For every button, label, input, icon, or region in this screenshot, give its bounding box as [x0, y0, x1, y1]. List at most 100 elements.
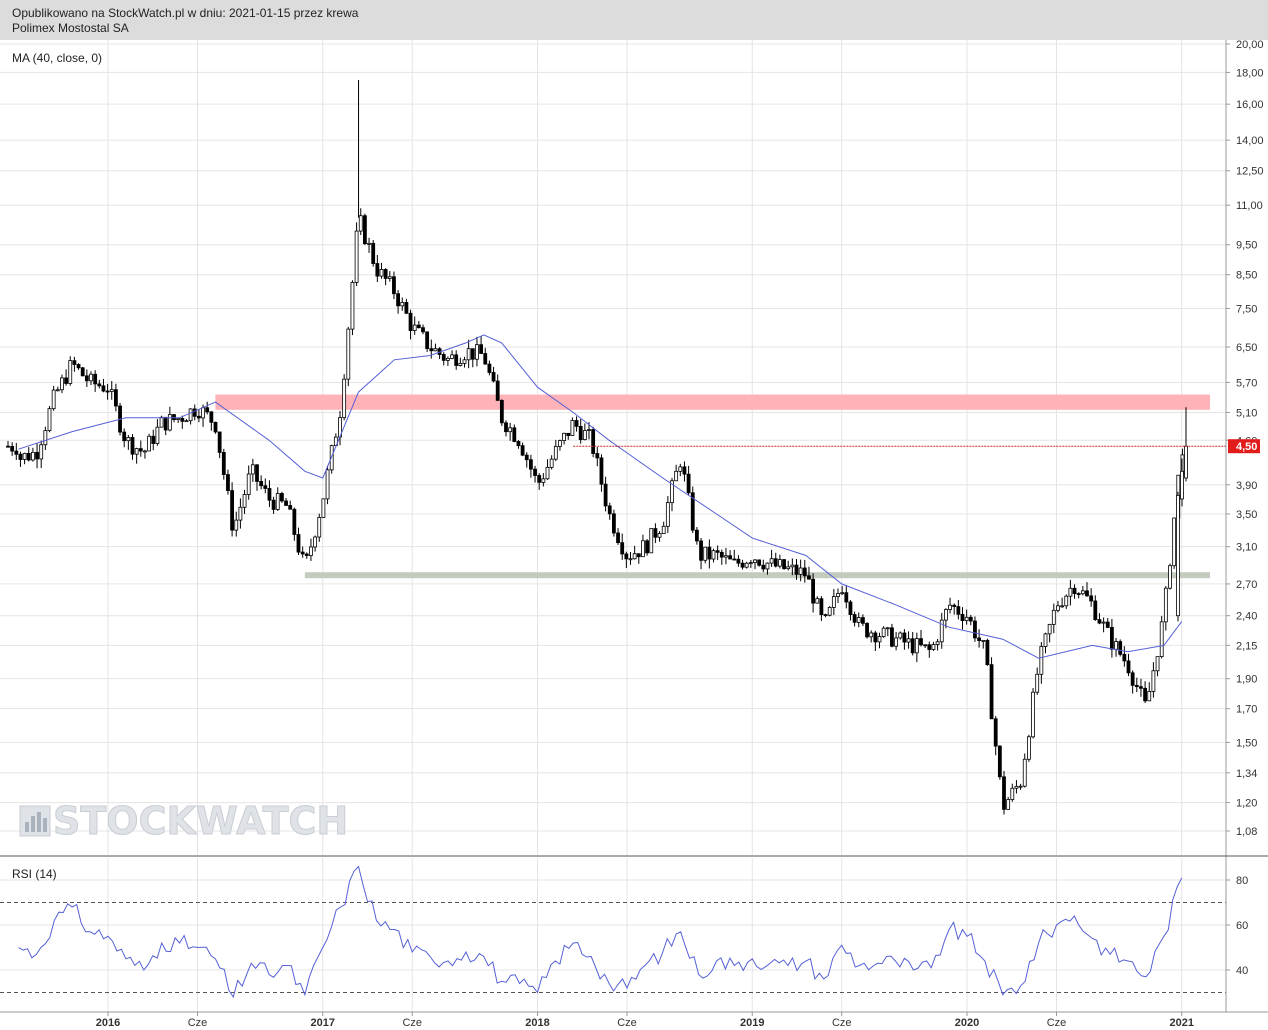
candle-body [1163, 587, 1168, 623]
candle-body [665, 502, 670, 527]
candle-body [445, 357, 450, 361]
candle-body [1134, 684, 1139, 688]
candle-body [491, 372, 496, 382]
y-tick-label: 5,10 [1236, 407, 1257, 419]
candle-body [968, 616, 973, 622]
candle-body [10, 445, 15, 452]
candle-body [43, 430, 48, 446]
candle-body [1114, 641, 1118, 650]
candle-body [632, 553, 637, 560]
candle-body [890, 627, 894, 647]
ma-indicator-label: MA (40, close, 0) [12, 51, 102, 65]
candle-body [782, 559, 786, 570]
candle-body [14, 450, 19, 455]
candle-body [1060, 605, 1064, 608]
y-tick-label: 1,34 [1236, 768, 1257, 780]
candle-body [952, 604, 957, 607]
candle-body [263, 485, 268, 489]
candle-body [1039, 646, 1044, 675]
candle-body [234, 519, 239, 531]
candle-body [26, 452, 31, 461]
candle-body [1014, 785, 1019, 789]
candle-body [358, 215, 363, 232]
candle-body [408, 312, 413, 331]
candle-body [350, 281, 355, 330]
candle-body [914, 638, 919, 654]
candle-body [732, 558, 737, 561]
candle-body [798, 567, 803, 575]
candle-body [935, 641, 940, 645]
y-tick-label: 2,15 [1236, 640, 1257, 652]
candle-body [483, 353, 488, 365]
candle-body [541, 478, 546, 483]
candle-body [180, 418, 185, 422]
candle-body [1118, 641, 1123, 655]
candle-body [421, 327, 425, 333]
candle-body [678, 466, 683, 472]
candle-body [607, 505, 612, 515]
candle-body [383, 269, 388, 279]
last-price-badge [1228, 439, 1260, 454]
candle-body [699, 540, 703, 561]
candle-body [902, 632, 907, 643]
candle-body [865, 622, 869, 638]
candle-body [790, 564, 795, 568]
candle-body [744, 562, 749, 568]
rsi-y-tick-label: 40 [1236, 965, 1248, 977]
candle-body [562, 432, 566, 442]
candle-body [30, 451, 35, 461]
y-tick-label: 3,50 [1236, 509, 1257, 521]
logo-bar [43, 818, 47, 832]
candle-body [400, 302, 405, 307]
candle-body [711, 550, 716, 560]
candle-body [39, 444, 44, 460]
candle-body [512, 427, 517, 442]
candle-body [362, 215, 367, 245]
candle-body [1097, 619, 1102, 624]
candle-body [1085, 590, 1089, 597]
candle-body [396, 293, 401, 307]
candle-body [736, 558, 741, 564]
candle-body [134, 448, 139, 455]
candle-body [284, 500, 288, 506]
candle-body [309, 546, 313, 556]
candle-body [1002, 776, 1006, 810]
candle-body [51, 389, 56, 410]
candle-body [479, 344, 484, 354]
candle-body [275, 493, 280, 510]
candle-body [1027, 736, 1031, 760]
candle-body [126, 437, 131, 442]
rsi-y-tick-label: 60 [1236, 920, 1248, 932]
candle-body [495, 380, 500, 401]
stockwatch-logo: STOCKWATCH [19, 799, 349, 844]
candle-body [192, 408, 197, 417]
candle-body [267, 488, 272, 501]
candle-body [1031, 691, 1035, 738]
candle-body [1105, 621, 1110, 628]
candle-body [114, 389, 118, 407]
y-tick-label: 1,70 [1236, 704, 1257, 716]
candle-body [574, 420, 579, 427]
candle-body [22, 452, 27, 460]
candle-body [993, 718, 998, 747]
candle-body [209, 411, 214, 423]
candle-body [848, 601, 853, 615]
watermark-text: STOCKWATCH [53, 799, 348, 843]
candle-body [794, 564, 799, 575]
candle-body [250, 464, 255, 475]
candle-body [591, 429, 596, 454]
resistance-zone [215, 394, 1210, 410]
candle-body [342, 378, 347, 419]
candle-body [138, 448, 143, 452]
candle-body [852, 614, 857, 623]
candle-body [649, 528, 654, 554]
logo-bar [37, 812, 41, 832]
candle-body [230, 490, 235, 531]
candle-body [504, 422, 508, 433]
candle-body [1043, 633, 1048, 647]
candle-body [325, 469, 330, 500]
candle-body [487, 363, 492, 373]
candle-body [313, 536, 318, 548]
candle-body [761, 564, 766, 570]
